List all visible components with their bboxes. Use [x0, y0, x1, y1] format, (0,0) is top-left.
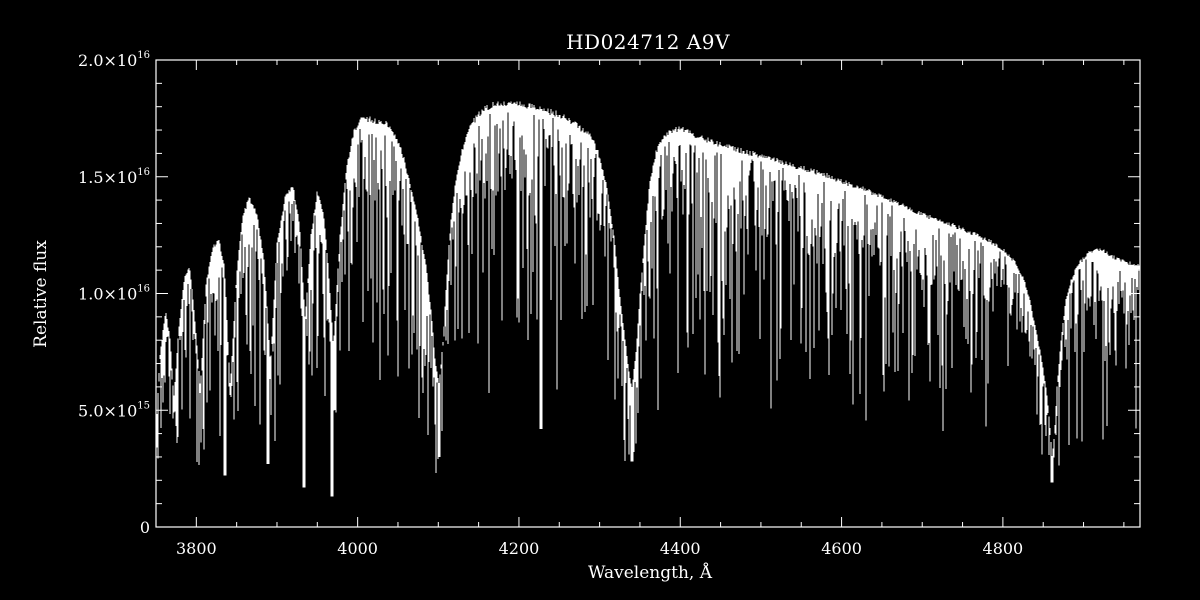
x-tick-label: 4600 — [821, 539, 862, 558]
axes: 3800 4000 4200 4400 4600 480005.0×10151.0×101… — [78, 50, 1140, 558]
plot-area — [156, 101, 1140, 497]
x-axis-title: Wavelength, Å — [588, 562, 713, 583]
y-tick-exponent: 16 — [137, 50, 150, 61]
y-tick-label: 1.0×1016 — [78, 284, 150, 304]
y-tick-exponent: 15 — [137, 400, 150, 411]
chart-title: HD024712 A9V — [566, 30, 730, 54]
y-tick-mantissa: 5.0×10 — [78, 401, 137, 420]
y-tick-exponent: 16 — [137, 284, 150, 295]
y-tick-label: 1.5×1016 — [78, 167, 150, 187]
x-tick-label: 4000 — [337, 539, 378, 558]
spectrum-line — [156, 101, 1140, 497]
y-tick-mantissa: 2.0×10 — [78, 51, 137, 70]
y-axis-title: Relative flux — [31, 240, 51, 348]
y-tick-label: 5.0×1015 — [78, 400, 150, 420]
y-tick-mantissa: 0 — [140, 518, 150, 537]
x-tick-label: 4200 — [499, 539, 540, 558]
y-tick-mantissa: 1.5×10 — [78, 168, 137, 187]
x-tick-label: 4800 — [983, 539, 1024, 558]
y-tick-exponent: 16 — [137, 167, 150, 178]
x-tick-label: 4400 — [660, 539, 701, 558]
plot-frame — [155, 59, 1141, 528]
x-tick-label: 3800 — [176, 539, 217, 558]
y-tick-label: 2.0×1016 — [78, 50, 150, 70]
y-tick-label: 0 — [140, 518, 150, 537]
y-tick-mantissa: 1.0×10 — [78, 285, 137, 304]
